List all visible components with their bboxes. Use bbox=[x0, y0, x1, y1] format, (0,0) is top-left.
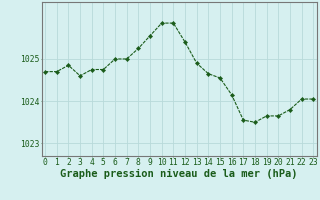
X-axis label: Graphe pression niveau de la mer (hPa): Graphe pression niveau de la mer (hPa) bbox=[60, 168, 298, 179]
